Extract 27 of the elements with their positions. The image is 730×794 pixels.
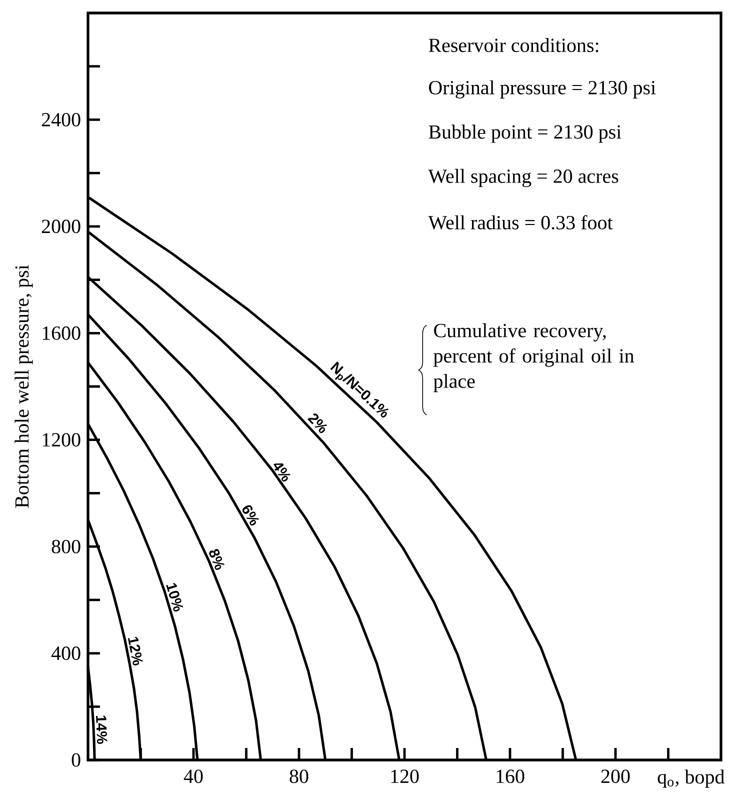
x-tick-label: 160	[496, 770, 524, 784]
y-tick-label: 400	[51, 646, 80, 660]
annotation: 12%	[128, 636, 143, 666]
x-tick-label: 80	[290, 770, 308, 784]
x-tick-label: 40	[184, 770, 203, 784]
annotation: Well radius = 0.33 foot	[428, 215, 613, 230]
annotation: 14%	[96, 716, 108, 744]
y-tick-label: 0	[72, 753, 80, 767]
annotation: 10%	[166, 583, 184, 612]
y-tick-label: 1600	[42, 326, 80, 340]
annotation: Original pressure = 2130 psi	[429, 80, 656, 99]
y-tick-label: 1200	[42, 433, 80, 447]
annotation: Bubble point = 2130 psi	[428, 124, 622, 143]
annotation: 6%	[242, 505, 260, 526]
annotation: Cumulative recovery, percent of original oil in place	[434, 323, 634, 392]
annotation: 8%	[209, 548, 225, 570]
annotation: Reservoir conditions:	[428, 38, 598, 52]
x-tick-label: 120	[391, 770, 419, 784]
annotation: 2%	[308, 414, 328, 434]
y-axis-title: Bottom hole well pressure, psi	[14, 264, 33, 508]
x-tick-label: 200	[601, 770, 630, 784]
annotation: 4%	[274, 463, 291, 482]
y-tick-label: 2400	[42, 112, 80, 126]
annotation: Well spacing = 20 acres	[428, 168, 618, 188]
x-axis-title: q$_{o}$, bopd	[658, 770, 724, 788]
y-tick-label: 2000	[42, 220, 80, 234]
y-tick-label: 800	[52, 540, 80, 554]
